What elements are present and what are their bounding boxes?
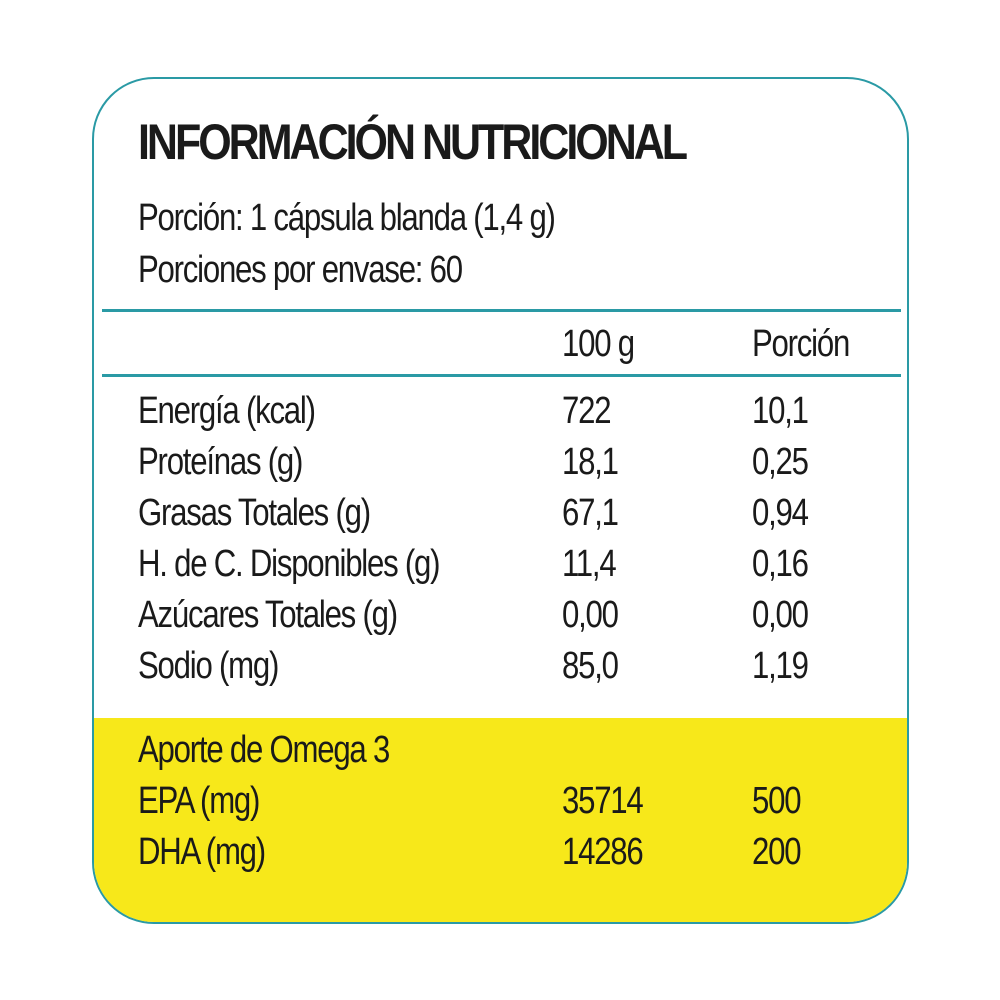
- nutrient-label: Proteínas (g): [138, 441, 303, 483]
- nutrient-per-serving: 10,1: [752, 390, 809, 432]
- nutrient-per100: 85,0: [562, 645, 619, 687]
- header-divider-bottom: [102, 374, 901, 377]
- nutrient-per100: 18,1: [562, 441, 619, 483]
- nutrient-per-serving: 0,16: [752, 543, 809, 585]
- nutrient-per-serving: 1,19: [752, 645, 809, 687]
- omega-label: DHA (mg): [138, 831, 266, 873]
- nutrient-per-serving: 0,25: [752, 441, 809, 483]
- nutrient-label: Energía (kcal): [138, 390, 316, 432]
- omega-per-serving: 200: [752, 831, 802, 873]
- omega3-heading: Aporte de Omega 3: [138, 729, 390, 771]
- nutrient-label: Grasas Totales (g): [138, 492, 371, 534]
- column-header-serving: Porción: [752, 323, 850, 365]
- serving-size: Porción: 1 cápsula blanda (1,4 g): [138, 197, 556, 239]
- nutrient-per-serving: 0,00: [752, 594, 809, 636]
- nutrient-label: Azúcares Totales (g): [138, 594, 398, 636]
- nutrient-label: H. de C. Disponibles (g): [138, 543, 440, 585]
- omega3-highlight-section: [94, 718, 907, 922]
- label-title: INFORMACIÓN NUTRICIONAL: [138, 114, 688, 170]
- nutrient-per100: 11,4: [562, 543, 617, 585]
- column-header-100g: 100 g: [562, 323, 635, 365]
- nutrient-per100: 0,00: [562, 594, 619, 636]
- nutrient-per100: 722: [562, 390, 612, 432]
- omega-per100: 14286: [562, 831, 644, 873]
- nutrient-per100: 67,1: [562, 492, 619, 534]
- header-divider-top: [102, 309, 901, 312]
- omega-per100: 35714: [562, 780, 644, 822]
- omega-label: EPA (mg): [138, 780, 260, 822]
- servings-per-container: Porciones por envase: 60: [138, 249, 463, 291]
- nutrition-facts-card: INFORMACIÓN NUTRICIONAL Porción: 1 cápsu…: [92, 77, 909, 924]
- nutrient-per-serving: 0,94: [752, 492, 809, 534]
- omega-per-serving: 500: [752, 780, 802, 822]
- nutrient-label: Sodio (mg): [138, 645, 279, 687]
